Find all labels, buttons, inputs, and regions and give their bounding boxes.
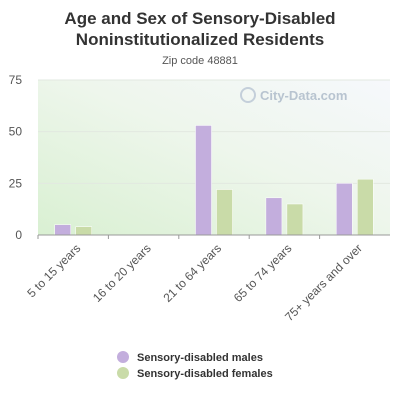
bar-males xyxy=(336,183,353,236)
legend-swatch-males xyxy=(117,351,129,363)
bar-males xyxy=(54,224,71,236)
y-tick-label: 25 xyxy=(9,176,23,190)
y-tick-label: 75 xyxy=(9,73,23,87)
watermark-text: City-Data.com xyxy=(260,88,347,103)
plot-area xyxy=(38,80,390,235)
y-tick-label: 50 xyxy=(9,125,23,139)
x-tick-label: 65 to 74 years xyxy=(231,241,295,305)
bar-males xyxy=(265,197,283,236)
bar-males xyxy=(195,125,212,236)
x-tick-label: 75+ years and over xyxy=(282,241,365,324)
x-tick-label: 5 to 15 years xyxy=(24,241,83,300)
bar-females xyxy=(357,178,374,236)
y-tick-label: 0 xyxy=(15,228,22,242)
bar-females xyxy=(286,203,304,236)
legend-swatch-females xyxy=(117,367,129,379)
chart-subtitle: Zip code 48881 xyxy=(162,55,238,67)
legend-label-females: Sensory-disabled females xyxy=(137,368,273,380)
legend-label-males: Sensory-disabled males xyxy=(137,352,263,364)
bar-females xyxy=(75,226,92,236)
watermark-logo-icon xyxy=(240,87,256,103)
x-tick-label: 21 to 64 years xyxy=(160,241,224,305)
chart-title: Age and Sex of Sensory-Disabled Noninstit… xyxy=(64,9,336,49)
bar-females xyxy=(216,189,233,236)
x-tick-label: 16 to 20 years xyxy=(90,241,154,305)
watermark: City-Data.com xyxy=(240,87,347,103)
